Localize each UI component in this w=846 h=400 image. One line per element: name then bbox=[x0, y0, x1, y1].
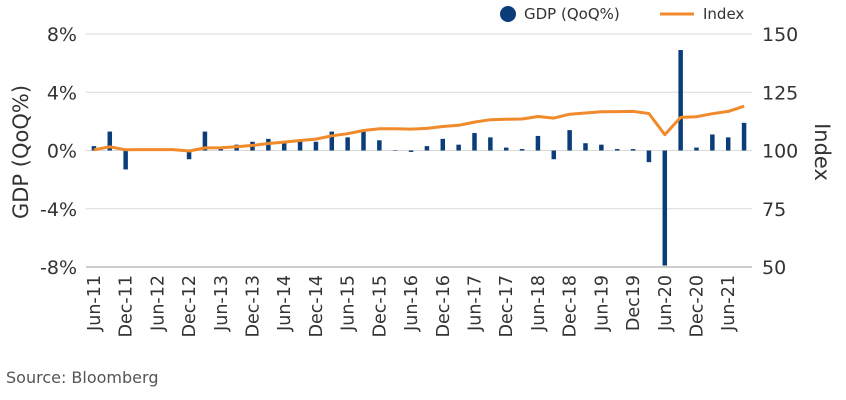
gdp-bar bbox=[678, 50, 683, 151]
gdp-bar bbox=[456, 144, 461, 151]
legend-index-label: Index bbox=[703, 5, 744, 23]
gdp-bar bbox=[424, 146, 430, 151]
gdp-bar bbox=[488, 137, 493, 151]
gdp-bar bbox=[535, 135, 541, 151]
x-tick-label: Jun-19 bbox=[592, 275, 612, 332]
legend-gdp-label: GDP (QoQ%) bbox=[524, 5, 620, 23]
x-tick-label: Jun-13 bbox=[212, 275, 232, 332]
gdp-bar bbox=[694, 147, 699, 151]
x-tick-label: Jun-12 bbox=[148, 275, 168, 332]
gdp-bar bbox=[630, 149, 636, 151]
right-tick-label: 50 bbox=[762, 257, 786, 279]
x-tick-label: Dec-14 bbox=[307, 275, 327, 337]
gdp-bar bbox=[599, 144, 604, 151]
right-tick-label: 75 bbox=[762, 199, 786, 221]
left-tick-label: 4% bbox=[47, 82, 77, 104]
x-tick-label: Jun-20 bbox=[656, 275, 676, 332]
gdp-bar bbox=[710, 134, 715, 151]
left-tick-label: -8% bbox=[40, 257, 77, 279]
left-tick-label: 0% bbox=[47, 141, 77, 163]
x-tick-label: Dec-13 bbox=[244, 275, 264, 337]
gdp-bar bbox=[186, 150, 192, 160]
x-tick-label: Jun-21 bbox=[719, 275, 739, 332]
gdp-bar bbox=[107, 131, 113, 151]
left-axis-title: GDP (QoQ%) bbox=[9, 85, 33, 219]
legend-gdp-marker bbox=[500, 6, 516, 22]
gdp-bar bbox=[408, 150, 414, 152]
gdp-bar bbox=[519, 149, 525, 151]
index-line bbox=[93, 104, 745, 153]
gdp-bar bbox=[361, 131, 366, 151]
x-axis-ticks: Jun-11 Dec-11 Jun-12 Dec-12 Jun-13 Dec-13 Jun-… bbox=[85, 275, 739, 337]
x-tick-label: Jun-14 bbox=[275, 275, 295, 332]
right-axis-ticks: 150 125 100 75 50 bbox=[762, 24, 798, 279]
right-tick-label: 100 bbox=[762, 141, 798, 163]
gdp-bar bbox=[725, 137, 731, 151]
x-tick-label: Jun-15 bbox=[339, 275, 359, 332]
right-tick-label: 150 bbox=[762, 24, 798, 46]
x-tick-label: Dec-15 bbox=[370, 275, 390, 337]
gdp-bar bbox=[281, 141, 287, 151]
gdp-bar bbox=[472, 133, 477, 151]
x-tick-label: Jun-11 bbox=[85, 275, 105, 332]
x-tick-label: Dec-12 bbox=[180, 275, 200, 337]
x-tick-label: Dec-18 bbox=[561, 275, 581, 337]
source-note: Source: Bloomberg bbox=[6, 368, 159, 387]
gdp-bar bbox=[329, 131, 335, 151]
gdp-bar bbox=[392, 150, 398, 151]
gdp-bar bbox=[202, 131, 208, 151]
gdp-bar bbox=[440, 138, 446, 151]
x-tick-label: Jun-16 bbox=[402, 275, 422, 332]
x-tick-label: Dec-20 bbox=[688, 275, 708, 337]
gdp-bar bbox=[662, 150, 668, 266]
left-tick-label: 8% bbox=[47, 24, 77, 46]
gdp-bar bbox=[123, 150, 128, 170]
gdp-bar bbox=[567, 130, 572, 151]
x-tick-label: Jun-18 bbox=[529, 275, 549, 332]
index-line-layer bbox=[93, 104, 745, 153]
x-tick-label: Dec-17 bbox=[497, 275, 517, 337]
gdp-bar bbox=[503, 147, 509, 151]
gdp-bar bbox=[377, 140, 382, 151]
x-tick-label: Dec-16 bbox=[434, 275, 454, 337]
gdp-bar bbox=[345, 137, 350, 151]
right-tick-label: 125 bbox=[762, 82, 798, 104]
gdp-bar bbox=[583, 143, 588, 151]
x-tick-label: Jun-17 bbox=[466, 275, 486, 332]
gdp-bar bbox=[741, 122, 747, 151]
legend: GDP (QoQ%) Index bbox=[500, 5, 744, 23]
gdp-bar bbox=[297, 140, 303, 151]
gdp-bar bbox=[218, 149, 224, 151]
gdp-bar bbox=[614, 149, 620, 151]
gdp-bars bbox=[91, 50, 747, 266]
right-axis-title: Index bbox=[810, 123, 834, 181]
left-tick-label: -4% bbox=[40, 199, 77, 221]
gdp-bar bbox=[313, 141, 319, 151]
x-tick-label: Dec-11 bbox=[117, 275, 137, 337]
x-tick-label: Dec19 bbox=[624, 275, 644, 331]
gdp-bar bbox=[551, 150, 557, 160]
gdp-bar bbox=[646, 150, 652, 163]
left-axis-ticks: 8% 4% 0% -4% -8% bbox=[40, 24, 77, 279]
